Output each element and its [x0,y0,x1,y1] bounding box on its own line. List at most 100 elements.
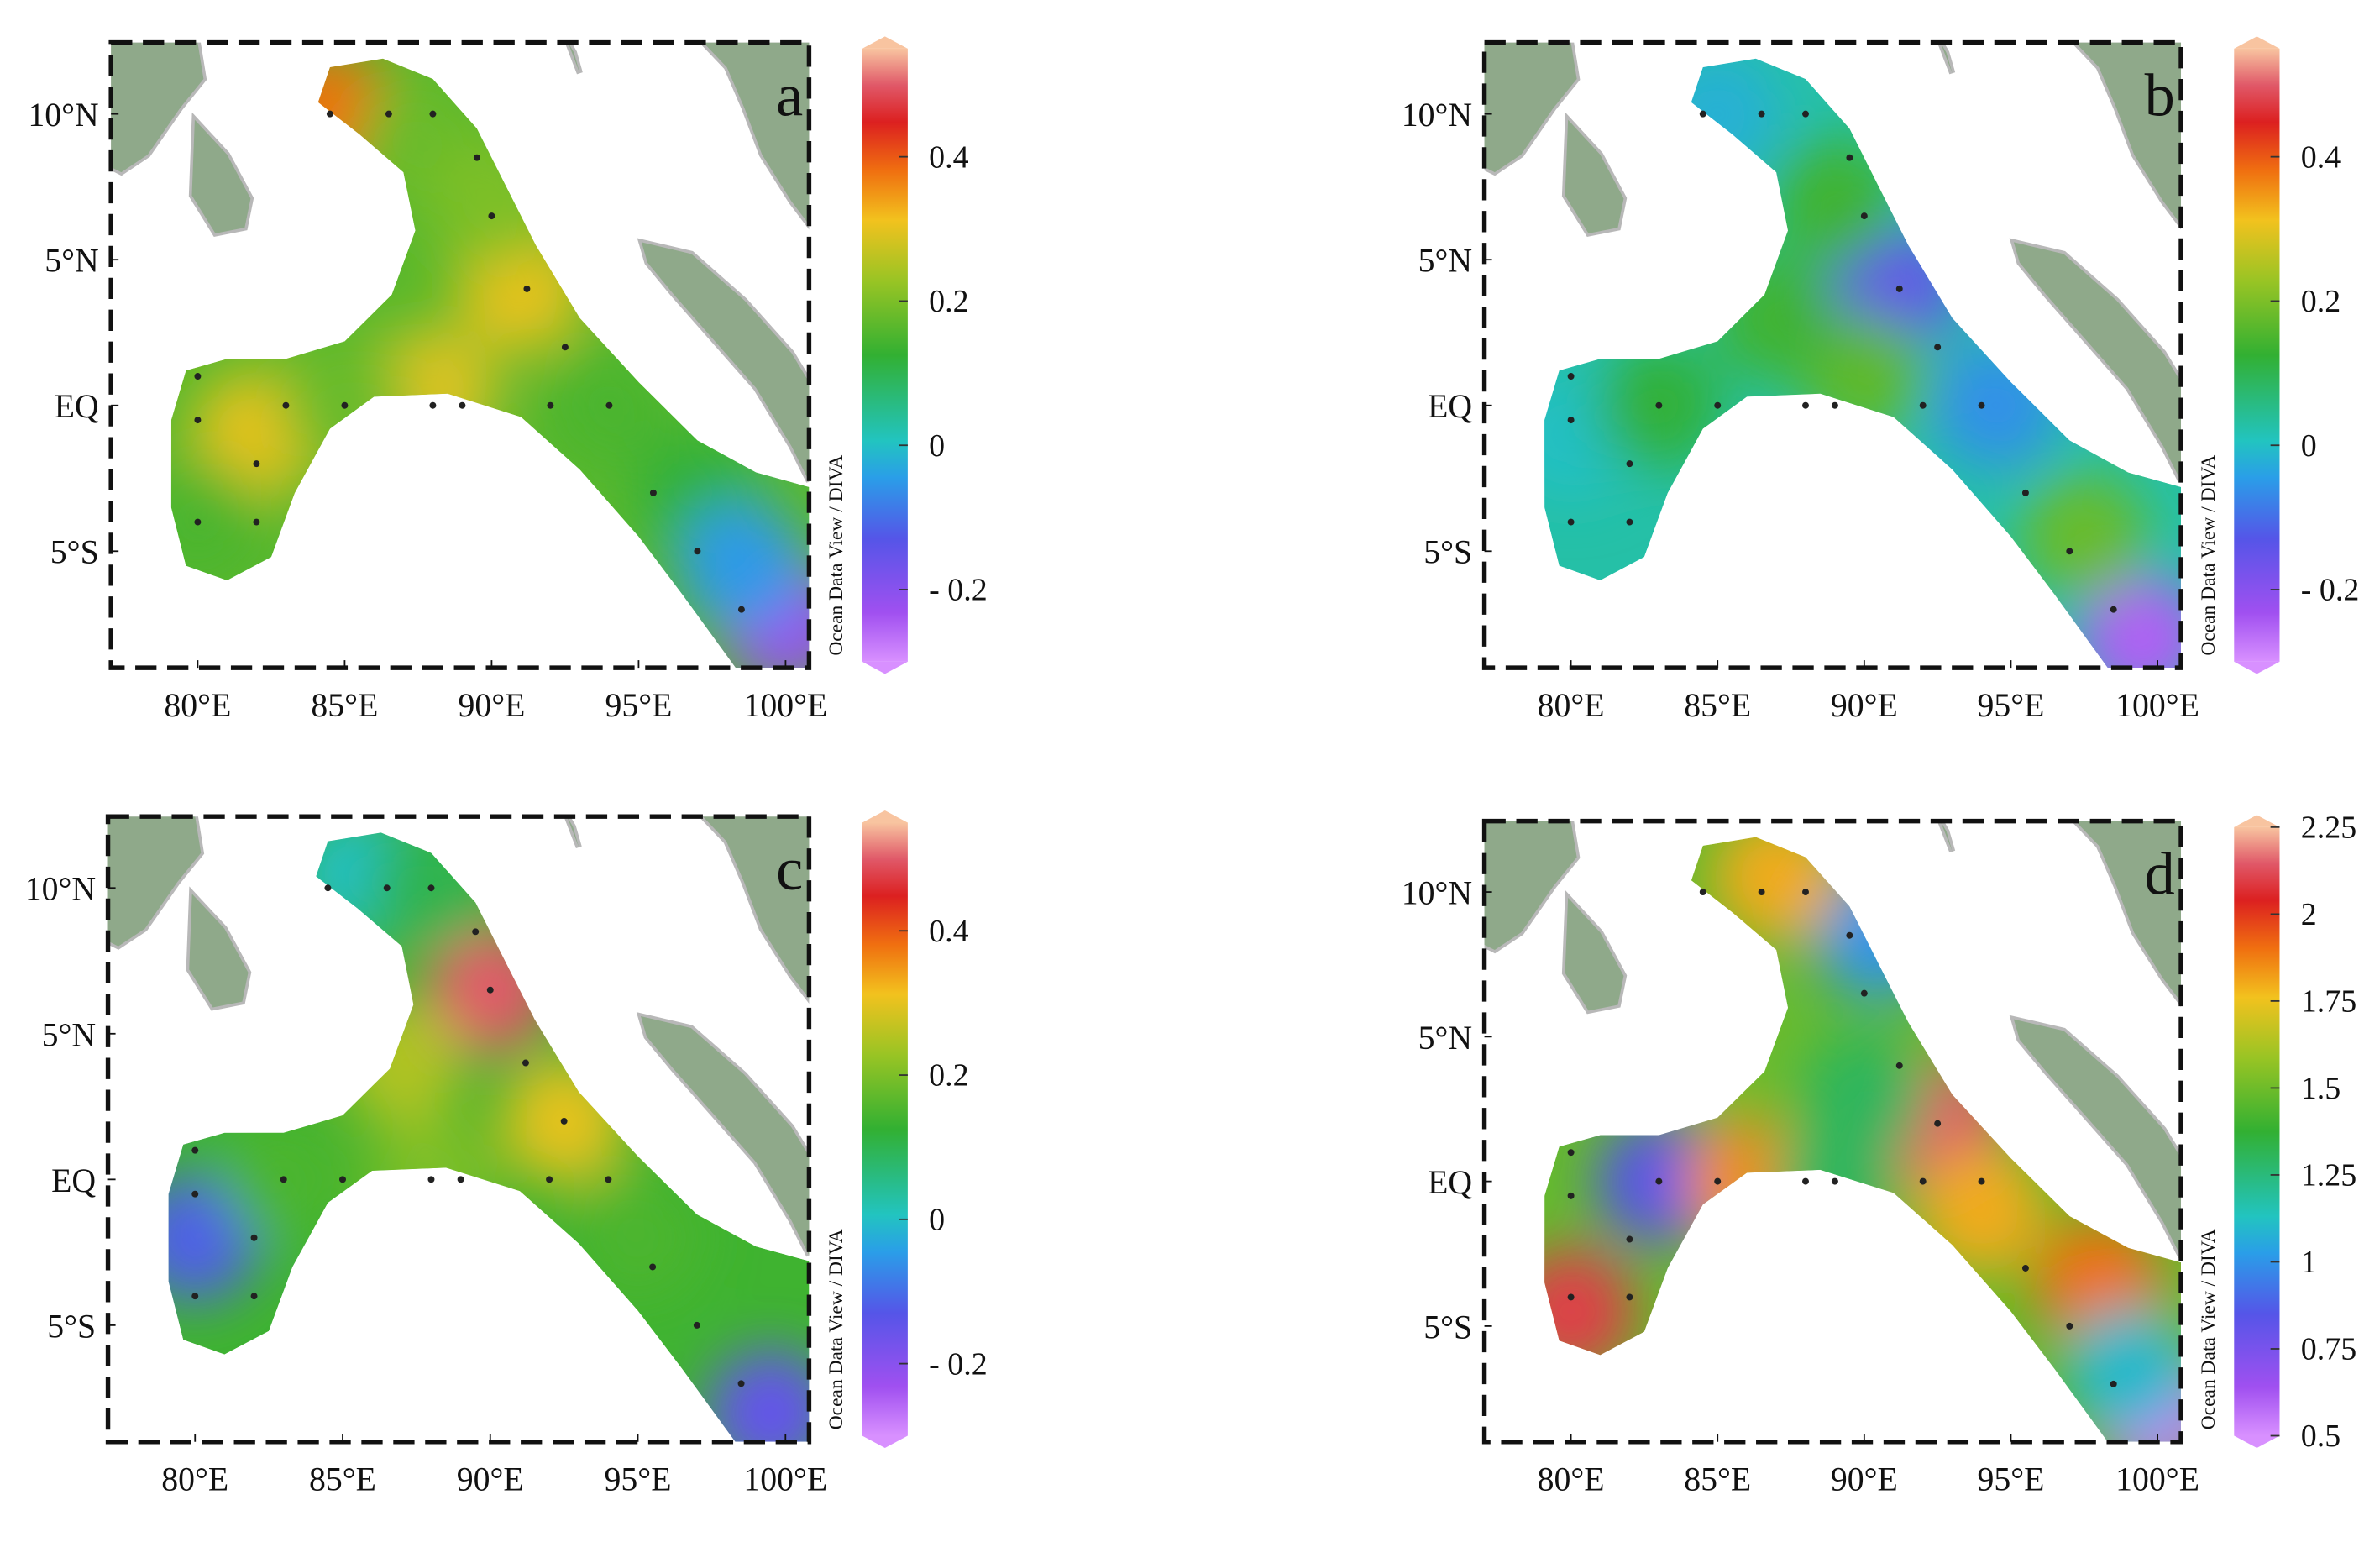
lon-tick-label: 80°E [161,1461,228,1498]
map-frame [1481,818,2183,1445]
lon-tick-label: 80°E [1538,687,1605,724]
lon-tick-label: 90°E [457,1461,524,1498]
station [191,1293,199,1300]
station [1714,401,1722,409]
station [2066,1322,2073,1330]
field-blobs [168,832,810,1442]
field-blob [678,501,805,630]
colorbar-tick-label: 2.25 [2301,810,2356,846]
field-blob [2020,473,2148,601]
station [693,1321,700,1329]
station [429,110,437,118]
station [1860,212,1868,220]
panel-label: b [2145,61,2175,128]
lat-tick-label: EQ [55,388,99,425]
colorbar-cap [862,661,908,674]
lon-tick-label: 100°E [2115,1461,2199,1498]
land [1561,112,1628,237]
station [1714,1177,1722,1185]
colorbar-tick-label: 1.25 [2301,1158,2356,1193]
field-blob [1932,341,2060,469]
station [1567,1149,1575,1156]
station [1802,110,1809,118]
lon-tick-label: 85°E [1684,687,1751,724]
station [429,401,437,409]
field [168,832,810,1442]
lon-tick-label: 95°E [605,687,672,724]
station [649,1263,657,1271]
station [459,401,466,409]
lon-tick-label: 95°E [1977,687,2044,724]
colorbar-cap [2234,36,2280,49]
station [1895,285,1903,292]
field-blob [1800,1031,1928,1159]
colorbar-tick-label: 0 [2301,428,2317,464]
station [1895,1062,1903,1069]
station [1802,1177,1809,1185]
land [186,886,252,1011]
field-blob [338,999,466,1127]
station [522,1059,529,1067]
lat-tick-label: 5°N [45,243,98,280]
colorbar-tick-label: 0.4 [929,139,968,175]
lat-tick-label: 5°N [42,1016,96,1053]
lat-tick-label: 10°N [1402,875,1472,912]
map-frame [1481,39,2183,670]
watermark: Ocean Data View / DIVA [2198,1229,2220,1429]
map-area [107,816,810,1442]
lon-tick-label: 90°E [458,687,525,724]
lat-tick-label: 10°N [28,97,98,134]
land [2071,42,2182,230]
station [341,401,349,409]
station [1919,401,1927,409]
field-blob [1654,973,1782,1101]
map-panel: c 80°E 85°E 90°E 95°E 100°E 10°N 5°N EQ 5°S 0.4 0.2… [25,810,988,1498]
lat-tick-label: EQ [51,1162,96,1199]
land [107,816,205,950]
station [523,285,531,292]
field-blob [574,1173,702,1302]
lon-tick-label: 90°E [1831,687,1898,724]
colorbar: 0.4 0.2 0 - 0.2 [862,810,988,1448]
land [2009,1015,2182,1258]
lon-tick-label: 95°E [1977,1461,2044,1498]
lon-tick-label: 85°E [1684,1461,1751,1498]
station [1978,1177,1985,1185]
station [1802,889,1809,896]
station [1567,518,1575,526]
watermark: Ocean Data View / DIVA [2198,455,2220,656]
station [2110,1380,2117,1387]
colorbar-tick-label: 0.5 [2301,1419,2341,1454]
station [2021,489,2029,496]
station [1758,110,1765,118]
station [560,1117,568,1125]
field-blob [427,137,556,265]
station [326,110,333,118]
lat-tick-label: 5°S [47,1308,96,1345]
colorbar-tick-label: 2 [2301,897,2317,932]
station [427,884,435,892]
colorbar: 0.4 0.2 0 - 0.2 [2234,36,2359,674]
colorbar-tick-label: - 0.2 [929,1346,988,1382]
station [737,606,745,613]
station [1655,1177,1663,1185]
map-frame [105,814,812,1445]
station [472,928,480,936]
map-area [1484,821,2182,1442]
lat-tick-label: EQ [1428,1164,1472,1201]
station [1758,889,1765,896]
field-blobs [1544,58,2182,669]
lat-tick-label: 5°S [1423,1309,1472,1345]
station [250,1293,258,1300]
field-blob [2079,574,2182,669]
land [1484,821,1581,954]
station [2066,548,2073,555]
lon-tick-label: 100°E [743,1461,827,1498]
lon-tick-label: 95°E [605,1461,672,1498]
colorbar-cap [2234,815,2280,827]
map-area [1484,42,2182,669]
colorbar-tick-label: 0 [929,1202,945,1237]
field-blob [1544,1247,1635,1376]
map-frame [108,39,812,670]
